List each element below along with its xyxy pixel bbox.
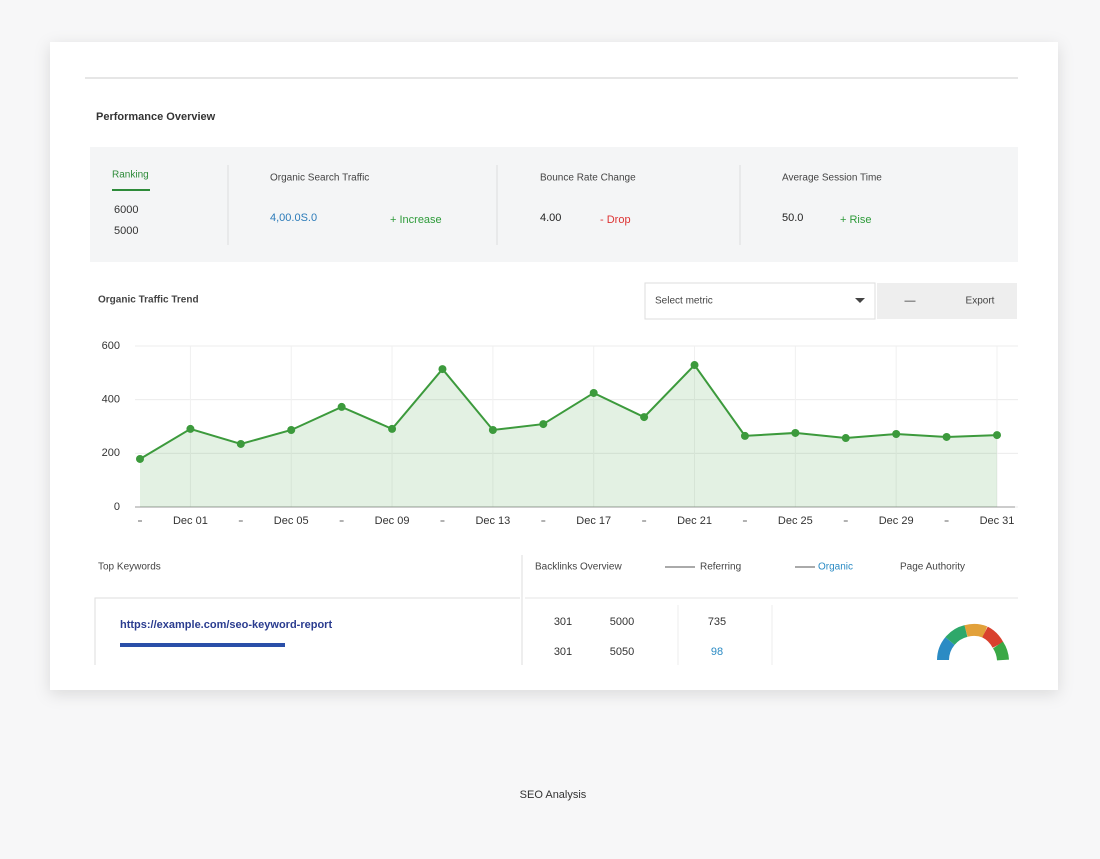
caption: SEO Analysis bbox=[520, 789, 587, 801]
y-tick-label: 0 bbox=[114, 501, 120, 513]
point bbox=[488, 425, 497, 434]
stats-panel bbox=[90, 147, 1018, 262]
stat-label: Average Session Time bbox=[782, 173, 882, 184]
dropdown-label[interactable]: Select metric bbox=[655, 296, 713, 307]
table: 301 5000 735 301 5050 98 bbox=[554, 616, 726, 658]
keyword-link[interactable]: https://example.com/seo-keyword-report bbox=[120, 619, 332, 631]
section-title: Top Keywords bbox=[98, 562, 161, 573]
export-button[interactable]: Export bbox=[966, 296, 995, 307]
table-cell: 301 bbox=[554, 646, 572, 658]
stat-value: 4,00.0S.0 bbox=[270, 212, 317, 224]
y-tick-label: 400 bbox=[102, 394, 120, 406]
point bbox=[186, 424, 195, 433]
x-tick-label: Dec 21 bbox=[677, 515, 712, 527]
point bbox=[539, 420, 548, 429]
header-title: Performance Overview bbox=[96, 111, 216, 123]
point bbox=[287, 425, 296, 434]
x-tick-label: Dec 17 bbox=[576, 515, 611, 527]
x-tick-label: Dec 09 bbox=[375, 515, 410, 527]
dashboard-card bbox=[50, 42, 1058, 690]
stat-label: Bounce Rate Change bbox=[540, 173, 636, 184]
legend-label: Page Authority bbox=[900, 562, 965, 573]
point bbox=[337, 402, 346, 411]
table-cell: 5000 bbox=[610, 616, 634, 628]
point bbox=[690, 361, 699, 370]
x-tick-label: Dec 25 bbox=[778, 515, 813, 527]
point bbox=[136, 454, 144, 463]
legend-label: Organic bbox=[818, 562, 853, 573]
legend-label: Referring bbox=[700, 562, 741, 573]
stat-value: 4.00 bbox=[540, 212, 561, 224]
stat-value: 6000 bbox=[114, 204, 138, 216]
point bbox=[841, 434, 850, 443]
stat-delta: + Increase bbox=[390, 214, 442, 226]
x-tick-label: Dec 13 bbox=[475, 515, 510, 527]
chart-title: Organic Traffic Trend bbox=[98, 295, 199, 306]
progress-bar bbox=[120, 643, 285, 647]
table-cell: 5050 bbox=[610, 646, 634, 658]
dropdown-arrow bbox=[855, 298, 865, 303]
section-title: Backlinks Overview bbox=[535, 562, 622, 573]
table-cell: 98 bbox=[711, 646, 723, 658]
y-tick-label: 200 bbox=[102, 447, 120, 459]
y-tick-label: 600 bbox=[102, 340, 120, 352]
x-tick-label: Dec 31 bbox=[980, 515, 1015, 527]
button-group bbox=[877, 283, 1017, 319]
point bbox=[740, 431, 749, 440]
point bbox=[589, 388, 598, 397]
stat-label: Organic Search Traffic bbox=[270, 173, 369, 184]
point bbox=[438, 365, 447, 374]
point bbox=[892, 430, 901, 439]
dropdown[interactable] bbox=[644, 282, 876, 320]
point bbox=[640, 413, 649, 422]
stat-label: Ranking bbox=[112, 170, 149, 181]
stat-value: 5000 bbox=[114, 225, 138, 237]
keywords-box bbox=[94, 597, 520, 665]
point bbox=[993, 431, 1001, 440]
line bbox=[139, 363, 998, 460]
point bbox=[236, 439, 245, 448]
area bbox=[140, 365, 997, 507]
toggle-button[interactable]: — bbox=[905, 295, 916, 307]
x-tick-label: Dec 01 bbox=[173, 515, 208, 527]
stat-value: 50.0 bbox=[782, 212, 803, 224]
line-chart: 0 200 400 600 Dec 01 Dec 05 Dec 09 Dec 13 Dec 17… bbox=[102, 340, 1018, 527]
table-cell: 735 bbox=[708, 616, 726, 628]
point bbox=[942, 432, 951, 441]
x-tick-label: Dec 05 bbox=[274, 515, 309, 527]
stat-delta: + Rise bbox=[840, 214, 872, 226]
point bbox=[388, 424, 397, 433]
point bbox=[791, 428, 800, 437]
x-tick-label: Dec 29 bbox=[879, 515, 914, 527]
table-cell: 301 bbox=[554, 616, 572, 628]
gauge bbox=[937, 623, 1009, 661]
stat-delta: - Drop bbox=[600, 214, 631, 226]
